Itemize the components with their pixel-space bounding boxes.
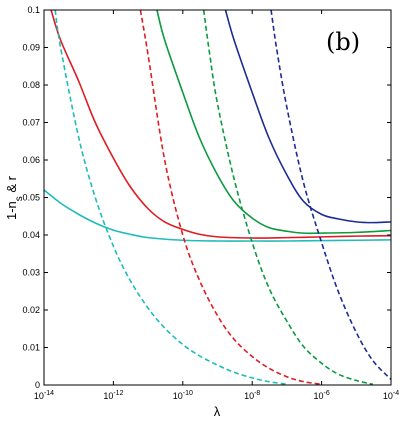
x-tick-label: 10-10: [173, 390, 193, 401]
y-tick-label: 0.05: [22, 193, 40, 203]
y-tick-label: 0.02: [22, 305, 40, 315]
y-tick-label: 0: [35, 380, 40, 390]
series-line-1-solid: [44, 189, 391, 242]
x-tick-label: 10-8: [244, 390, 260, 401]
panel-label: (b): [326, 28, 360, 56]
x-tick-label: 10-14: [34, 390, 54, 401]
series-line-4-solid: [224, 10, 391, 224]
y-tick-label: 0.1: [27, 5, 40, 15]
ticks-layer: 0 0.01 0.02 0.03 0.04 0.05 0.06 0.07 0.08 0.09 0.1…: [22, 5, 399, 401]
y-tick-label: 0.03: [22, 268, 40, 278]
series-line-6-dashed: [139, 10, 322, 385]
x-tick-label: 10-12: [103, 390, 123, 401]
y-axis-label-subscript: s: [14, 196, 25, 201]
y-tick-label: 0.06: [22, 155, 40, 165]
y-tick-label: 0.08: [22, 80, 40, 90]
series-line-3-solid: [156, 10, 391, 235]
series-line-7-dashed: [202, 10, 374, 385]
series-line-5-dashed: [54, 10, 288, 385]
series-layer: [44, 10, 391, 385]
y-tick-label: 0.04: [22, 230, 40, 240]
x-tick-label: 10-4: [383, 390, 399, 401]
series-line-2-solid: [50, 10, 391, 239]
y-tick-label: 0.01: [22, 343, 40, 353]
plot-background: [44, 10, 391, 385]
y-axis-label-main: 1-n: [4, 201, 19, 220]
x-tick-label: 10-6: [313, 390, 329, 401]
y-tick-label: 0.09: [22, 43, 40, 53]
y-axis-label-rest: & r: [4, 175, 19, 196]
y-axis-label: 1-ns & r: [4, 175, 25, 220]
y-tick-label: 0.07: [22, 118, 40, 128]
x-axis-label: λ: [214, 404, 221, 419]
